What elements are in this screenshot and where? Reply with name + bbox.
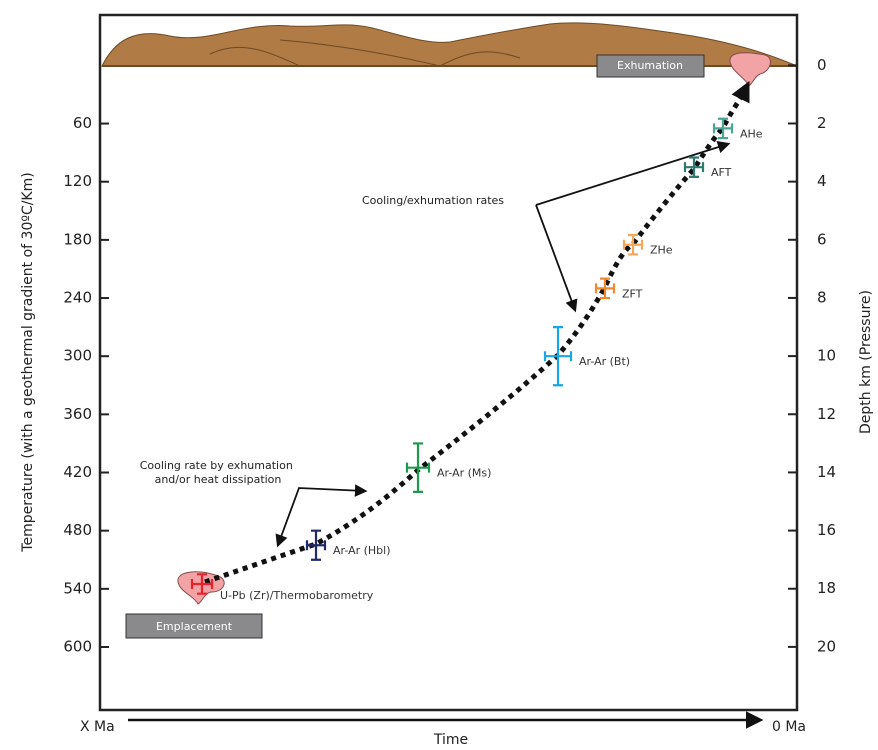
y2-axis-label: Depth km (Pressure) [858, 290, 874, 434]
y-tick-label: 120 [63, 172, 92, 190]
y2-tick-label: 10 [817, 347, 836, 365]
y-tick-label: 180 [63, 230, 92, 248]
plot-frame [100, 15, 797, 710]
y2-tick-label: 2 [817, 114, 827, 132]
annotation-line: Cooling rate by exhumation [140, 459, 293, 472]
y-tick-label: 480 [63, 521, 92, 539]
point-label: Ar-Ar (Bt) [579, 355, 630, 368]
y-tick-label: 420 [63, 463, 92, 481]
y2-tick-label: 16 [817, 521, 836, 539]
y2-tick-label: 12 [817, 405, 836, 423]
x-axis-label: Time [433, 732, 468, 748]
point-label: Ar-Ar (Ms) [437, 467, 491, 480]
point-label: ZFT [622, 287, 643, 300]
y2-tick-label: 8 [817, 288, 827, 306]
emplacement-label: Emplacement [156, 620, 233, 633]
y-tick-label: 240 [63, 289, 92, 307]
annotation-line: and/or heat dissipation [155, 473, 282, 486]
y-tick-label: 360 [63, 405, 92, 423]
annotation: Cooling rate by exhumation and/or heat d… [140, 459, 297, 486]
y-tick-label: 60 [73, 114, 92, 132]
chart: Exhumation Emplacement Cooling/exhumatio… [0, 0, 878, 750]
y-tick-label: 600 [63, 637, 92, 655]
arrow [536, 205, 575, 310]
y2-tick-label: 14 [817, 463, 836, 481]
x-end-label: 0 Ma [772, 719, 806, 735]
pluton [730, 53, 771, 86]
point-label: AHe [740, 127, 763, 140]
point-label: ZHe [650, 244, 673, 257]
arrow [536, 144, 728, 205]
y-tick-label: 300 [63, 347, 92, 365]
arrow [278, 488, 365, 545]
y2-tick-label: 18 [817, 579, 836, 597]
point-label: U-Pb (Zr)/Thermobarometry [220, 589, 374, 602]
y2-tick-label: 0 [817, 56, 827, 74]
y-axis-label: Temperature (with a geothermal gradient … [20, 172, 36, 552]
y2-tick-label: 6 [817, 230, 827, 248]
exhumation-label: Exhumation [617, 59, 683, 72]
point-label: AFT [711, 166, 732, 179]
y2-tick-label: 20 [817, 637, 836, 655]
annotation: Cooling/exhumation rates [362, 194, 504, 207]
point-label: Ar-Ar (Hbl) [333, 544, 391, 557]
y2-tick-label: 4 [817, 172, 827, 190]
y-tick-label: 540 [63, 579, 92, 597]
x-start-label: X Ma [80, 719, 115, 735]
